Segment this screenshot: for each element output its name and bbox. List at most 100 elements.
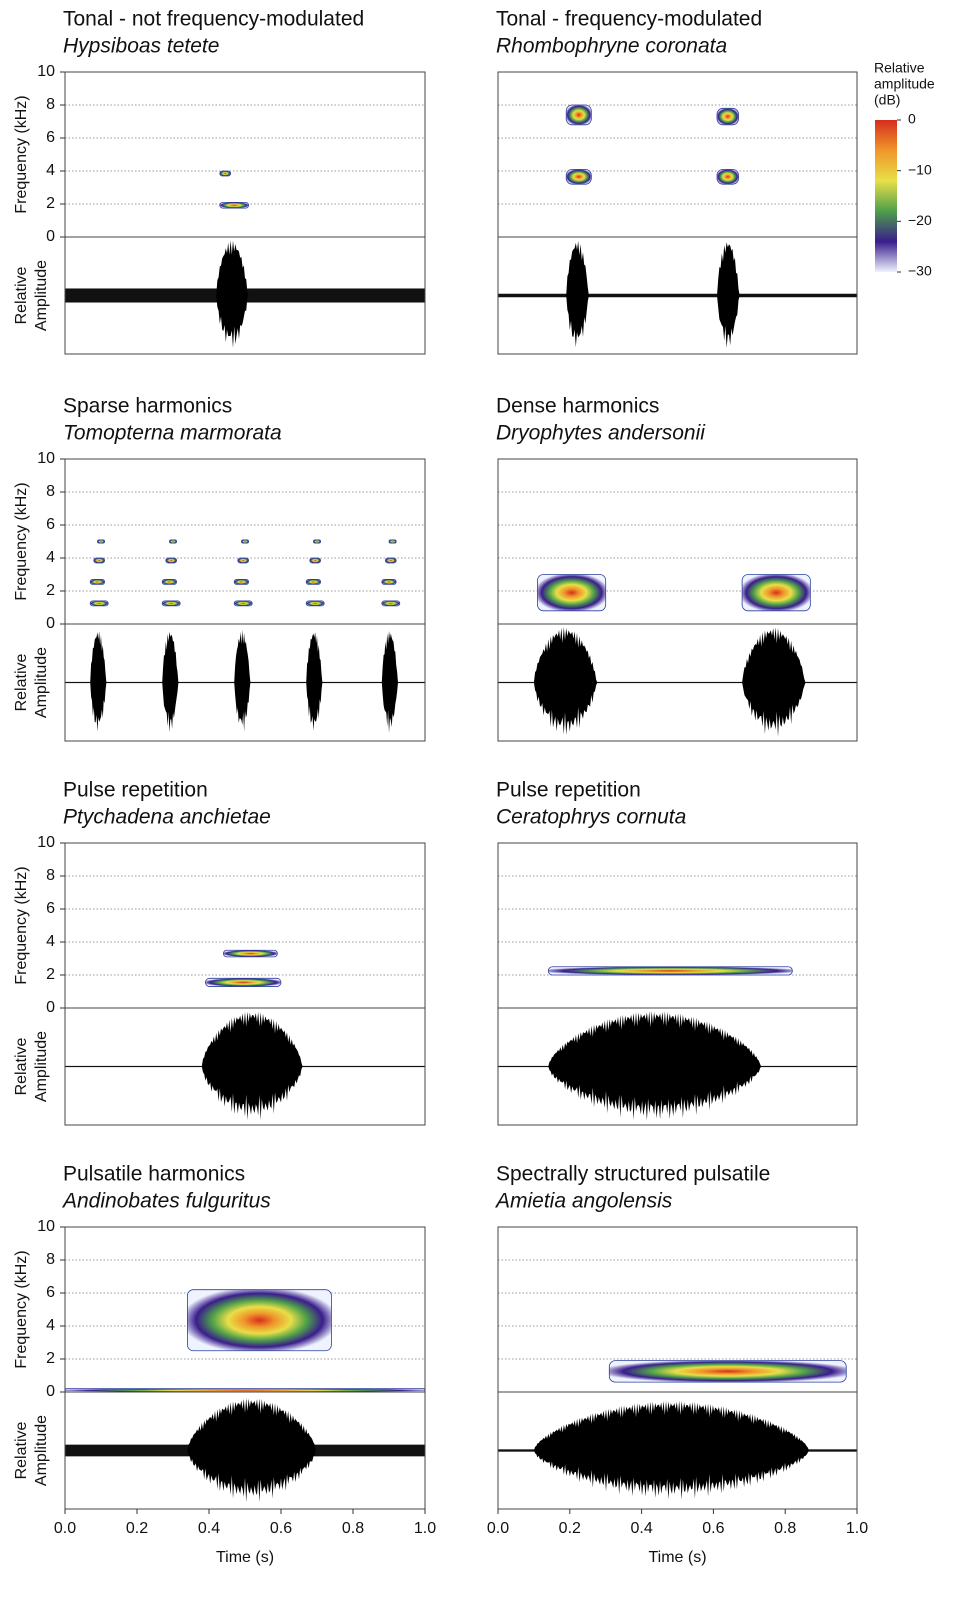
spectrogram-notes	[537, 574, 811, 612]
x-tick-label: 0.8	[774, 1520, 796, 1537]
x-axis-label: Time (s)	[216, 1549, 274, 1566]
panel-title: Tonal - frequency-modulated	[496, 8, 762, 31]
note	[384, 557, 397, 564]
note	[93, 557, 106, 564]
panel-subtitle: Ceratophrys cornuta	[496, 806, 686, 829]
note	[381, 579, 397, 585]
x-axis-label: Time (s)	[648, 1549, 706, 1566]
colorbar	[875, 120, 897, 272]
y-tick-label: 2	[46, 966, 55, 983]
note	[537, 574, 607, 612]
note	[305, 600, 325, 607]
waveform-burst	[742, 627, 814, 737]
y-tick-label: 2	[46, 1350, 55, 1367]
waveform-burst	[717, 242, 743, 348]
y-axis-label: Frequency (kHz)	[13, 866, 30, 984]
y-tick-label: 4	[46, 1317, 55, 1334]
note	[608, 1360, 847, 1383]
panel-title: Pulsatile harmonics	[63, 1163, 245, 1186]
panel-title: Spectrally structured pulsatile	[496, 1163, 770, 1186]
waveform-burst	[234, 629, 253, 732]
amplitude-label: Relative	[13, 1038, 30, 1096]
noise-floor	[498, 681, 857, 684]
spectrogram-frame	[497, 842, 858, 1009]
panel-title: Sparse harmonics	[63, 395, 232, 418]
note	[305, 579, 322, 585]
panel-subtitle: Andinobates fulguritus	[61, 1190, 271, 1213]
panel-subtitle: Dryophytes andersonii	[496, 422, 706, 445]
panel-subtitle: Amietia angolensis	[494, 1190, 673, 1213]
spectrogram-notes	[565, 104, 739, 185]
y-axis-label: Frequency (kHz)	[13, 1250, 30, 1368]
note	[233, 600, 253, 607]
y-tick-label: 8	[46, 96, 55, 113]
note	[547, 966, 793, 976]
spectrogram-notes	[547, 966, 793, 976]
y-tick-label: 0	[46, 228, 55, 245]
y-tick-label: 6	[46, 516, 55, 533]
note	[240, 539, 249, 544]
note	[97, 539, 106, 544]
x-tick-label: 0.2	[559, 1520, 581, 1537]
note	[161, 579, 177, 585]
panel-title: Pulse repetition	[63, 779, 208, 802]
x-tick-label: 0.2	[126, 1520, 148, 1537]
amplitude-label: Amplitude	[33, 647, 50, 718]
waveform-frame	[497, 1007, 858, 1126]
spectrogram-frame	[497, 71, 858, 238]
note	[716, 168, 739, 185]
waveform-burst	[216, 240, 253, 348]
amplitude-label: Amplitude	[33, 260, 50, 331]
amplitude-label: Amplitude	[33, 1031, 50, 1102]
y-tick-label: 6	[46, 900, 55, 917]
note	[89, 600, 109, 607]
colorbar-tick-label: 0	[908, 111, 916, 127]
note	[741, 574, 811, 612]
waveform-frame	[64, 1007, 426, 1126]
note	[312, 539, 321, 544]
amplitude-label: Relative	[13, 654, 30, 712]
waveform-burst	[306, 632, 325, 731]
waveform-burst	[201, 1011, 317, 1121]
x-tick-label: 0.6	[702, 1520, 724, 1537]
y-tick-label: 2	[46, 582, 55, 599]
colorbar-label: amplitude	[874, 76, 935, 92]
y-tick-label: 8	[46, 1251, 55, 1268]
spectrogram-notes	[64, 1289, 426, 1393]
waveform-burst	[90, 631, 109, 732]
panel-title: Pulse repetition	[496, 779, 641, 802]
colorbar-label: Relative	[874, 60, 925, 76]
note	[233, 579, 249, 585]
waveform-frame	[64, 236, 426, 355]
spectrogram-notes	[204, 949, 282, 987]
waveform-frame	[64, 623, 426, 742]
y-tick-label: 8	[46, 483, 55, 500]
note	[219, 201, 250, 209]
spectrogram-notes	[608, 1360, 847, 1383]
waveform-frame	[497, 623, 858, 742]
note	[381, 600, 401, 607]
note	[222, 949, 278, 958]
colorbar-label: (dB)	[874, 92, 900, 108]
note	[219, 170, 232, 177]
panel-title: Tonal - not frequency-modulated	[63, 8, 364, 31]
note	[168, 539, 177, 544]
y-tick-label: 0	[46, 999, 55, 1016]
y-tick-label: 10	[37, 63, 55, 80]
x-tick-label: 1.0	[414, 1520, 436, 1537]
panel-subtitle: Rhombophryne coronata	[496, 35, 727, 58]
y-tick-label: 8	[46, 867, 55, 884]
note	[237, 557, 250, 564]
note	[165, 557, 178, 564]
spectrogram-frame	[64, 71, 426, 238]
x-tick-label: 0.0	[54, 1520, 76, 1537]
waveform-burst	[381, 630, 400, 734]
y-axis-label: Frequency (kHz)	[13, 95, 30, 213]
y-axis-label: Frequency (kHz)	[13, 482, 30, 600]
waveform-burst	[533, 627, 606, 735]
note	[388, 539, 397, 544]
waveform-burst	[548, 1011, 793, 1121]
panel-subtitle: Hypsiboas tetete	[63, 35, 219, 58]
y-tick-label: 0	[46, 1383, 55, 1400]
